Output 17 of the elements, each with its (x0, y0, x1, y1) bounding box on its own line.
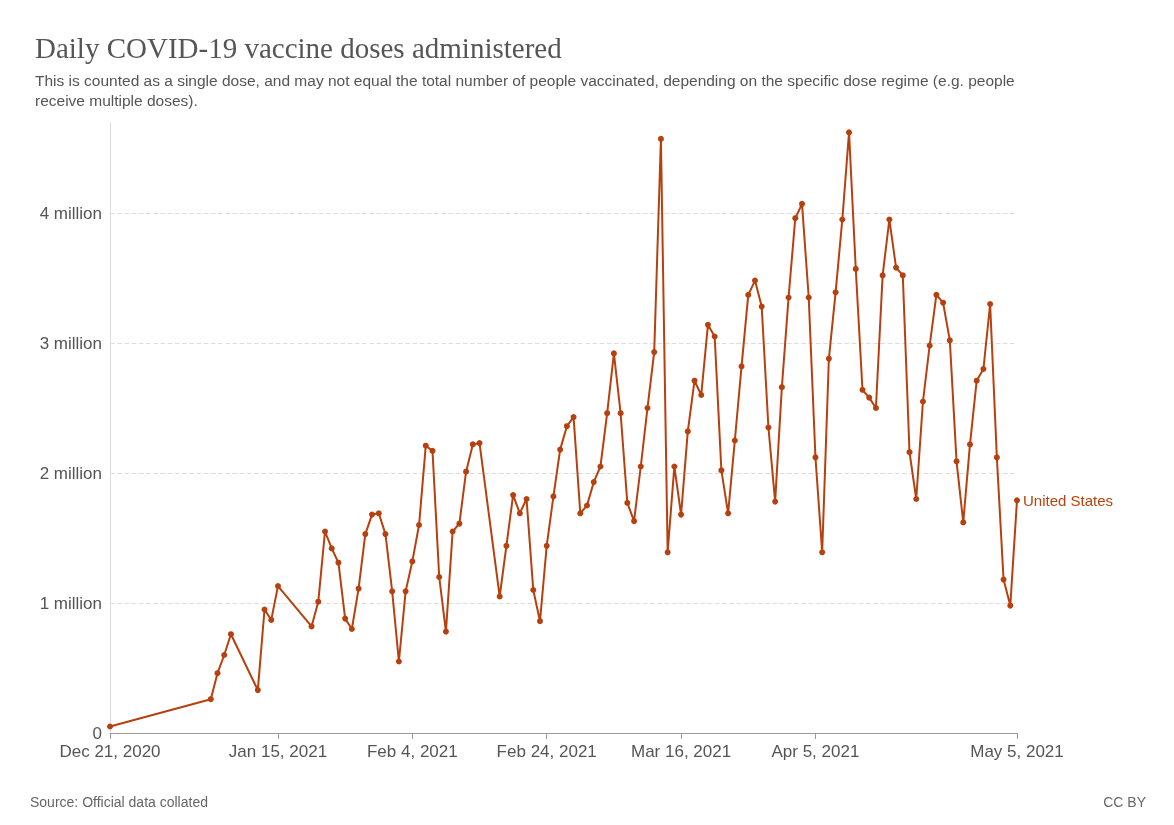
chart-title: Daily COVID-19 vaccine doses administered (35, 31, 563, 64)
x-tick-label: Dec 21, 2020 (59, 742, 161, 761)
x-tick-label: Jan 15, 2021 (228, 742, 328, 761)
x-tick-label: Feb 24, 2021 (496, 742, 597, 761)
y-tick-label: 1 million (39, 593, 102, 613)
y-tick-label: 4 million (39, 203, 102, 223)
x-tick-label: Mar 16, 2021 (630, 742, 732, 761)
source-note: Source: Official data collated (30, 794, 208, 810)
y-tick-label: 2 million (39, 463, 102, 483)
series-label: United States (1023, 491, 1114, 509)
text: CC BY (1103, 794, 1147, 810)
y-tick-label: 0 (92, 723, 102, 743)
x-tick-label: May 5, 2021 (970, 742, 1064, 761)
x-tick-label: Feb 4, 2021 (366, 742, 458, 761)
x-tick-label: Apr 5, 2021 (771, 742, 860, 761)
chart-subtitle: This is counted as a single dose, and may not equal the total number of people vaccinated, depending on the specific dose regime (e.g. people receive multiple doses). (35, 71, 1020, 109)
y-tick-label: 3 million (39, 333, 102, 353)
